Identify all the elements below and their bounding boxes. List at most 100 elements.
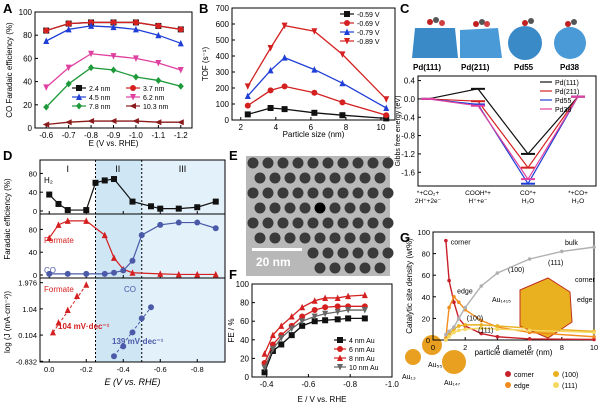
d1-series-0-point-3 — [83, 217, 90, 224]
f-series-2-point-6 — [322, 294, 329, 301]
b-series-2-point-4 — [339, 79, 346, 87]
c-image-label-2: Pd(211) — [461, 63, 490, 72]
b-series-1-point-0 — [244, 102, 251, 109]
d0-series-0-point-4 — [92, 179, 99, 186]
b-legend-label-2: -0.79 V — [357, 30, 380, 37]
tem-particle — [322, 217, 334, 229]
f-legend-label-1: 6 nm Au — [349, 347, 375, 354]
b-series-3-point-5 — [383, 96, 390, 103]
f-ytick-label-2: 40 — [240, 336, 249, 345]
tem-particle — [322, 247, 334, 259]
b-ytick-label-6: 600 — [216, 20, 230, 29]
f-series-3-point-1 — [269, 346, 276, 353]
tem-particle — [329, 232, 341, 244]
g-series-4-point-5 — [479, 284, 484, 288]
d-region-label-2: III — [179, 164, 187, 174]
d2-series-1-point-1 — [120, 343, 127, 350]
d0-series-0-point-1 — [55, 200, 62, 207]
a-ytick-label-0: 0 — [28, 124, 33, 133]
a-series-5-point-1 — [65, 119, 72, 126]
d2-frame — [39, 277, 226, 363]
tem-particle — [382, 157, 394, 169]
d1-series-0-point-8 — [157, 270, 164, 277]
d1-ytick-label-0: 0 — [33, 271, 37, 280]
c-ytick-label-3: -0.8 — [401, 132, 415, 141]
scale-bar — [252, 248, 302, 251]
b-series-0-point-0 — [244, 111, 251, 118]
c-ytick-label-5: -1.6 — [401, 168, 415, 177]
c-xcat-3-0: *+CO+ — [568, 190, 588, 197]
c-xcat-1-0: COOH*+ — [465, 190, 491, 197]
a-series-1-point-5 — [155, 22, 162, 29]
b-ylabel: TOF (s⁻¹) — [201, 47, 210, 82]
f-series-3-point-7 — [334, 308, 341, 316]
b-series-1-line — [247, 85, 387, 116]
f-series-0-point-4 — [299, 322, 306, 329]
d1-series-0-point-9 — [175, 270, 182, 278]
tem-particle — [314, 232, 326, 244]
g-series-2-point-4 — [463, 323, 468, 327]
g-xtick-label-0: 0 — [431, 343, 435, 352]
g-series-4-point-8 — [560, 249, 564, 254]
a-legend-marker-3 — [130, 94, 136, 101]
g-series-3-point-0 — [444, 338, 448, 342]
d0-series-0-point-3 — [83, 207, 90, 214]
b-series-0-point-4 — [339, 112, 346, 119]
g-series-4-point-0 — [444, 332, 448, 337]
a-series-2-point-6 — [177, 39, 184, 47]
a-legend-marker-0 — [76, 85, 82, 91]
g-xtick-label-3: 6 — [528, 343, 532, 352]
g-ytick-label-4: 80 — [422, 250, 430, 259]
a-legend-marker-2 — [76, 93, 82, 100]
d-xlabel: E (V vs. RHE) — [104, 377, 160, 387]
a-legend-marker-5 — [129, 103, 136, 109]
b-series-2-point-2 — [281, 54, 288, 61]
d0-series-0-point-5 — [101, 177, 108, 184]
a-xtick-label-3: -0.9 — [107, 131, 121, 140]
f-series-2-point-8 — [345, 292, 352, 300]
g-series-3-point-3 — [456, 328, 461, 333]
tem-particle — [382, 187, 394, 199]
f-legend-label-0: 4 nm Au — [349, 338, 375, 345]
d2-xtick-label-3: -0.6 — [154, 365, 167, 374]
g-series-4-line — [445, 246, 595, 336]
a-series-3-point-4 — [132, 55, 139, 62]
tem-particles — [247, 157, 394, 274]
g-xtick-label-5: 10 — [590, 343, 598, 352]
g-legend-marker-3 — [553, 382, 559, 388]
f-series-2-point-9 — [361, 291, 368, 299]
tem-particle — [247, 187, 259, 199]
d0-series-0-point-8 — [148, 203, 154, 210]
a-series-2-point-2 — [88, 22, 95, 29]
f-series-2-point-0 — [261, 350, 268, 357]
tem-particle — [254, 202, 266, 214]
b-series-3-line — [247, 24, 387, 100]
pd111-slab — [412, 17, 458, 58]
c-xcat-2-1: H₂O — [522, 198, 534, 205]
au13-label: Au₁₃ — [402, 374, 416, 381]
g-label-bulk: bulk — [565, 240, 578, 247]
d-annotation-slope-2: 139 mV·dec⁻¹ — [112, 337, 164, 346]
panel-label-d: D — [3, 148, 12, 163]
panel-label-a: A — [3, 1, 13, 16]
f-legend-marker-2 — [337, 354, 343, 361]
c-xcat-1-1: H⁺+e⁻ — [469, 198, 489, 205]
f-xtick-label-2: -0.8 — [343, 380, 357, 389]
d2-ytick-label-1: 1.04 — [22, 305, 37, 314]
d1-series-1-point-3 — [101, 270, 108, 277]
a-series-2-point-4 — [132, 25, 139, 33]
g-series-3-point-6 — [495, 327, 500, 332]
tem-particle — [359, 232, 371, 244]
a-legend-marker-1 — [130, 85, 136, 91]
g-series-4-point-4 — [463, 305, 468, 310]
g-legend-label-1: edge — [514, 383, 530, 390]
pd211-slab — [460, 19, 502, 58]
f-series-0-point-6 — [322, 317, 329, 324]
a-series-3-point-3 — [110, 53, 117, 60]
b-series-0-point-5 — [383, 115, 390, 122]
b-series-0-point-1 — [267, 105, 274, 111]
f-series-3-point-9 — [361, 307, 368, 314]
c-series-3-line — [427, 96, 579, 181]
c-frame — [417, 75, 597, 187]
tem-particle — [374, 172, 386, 184]
